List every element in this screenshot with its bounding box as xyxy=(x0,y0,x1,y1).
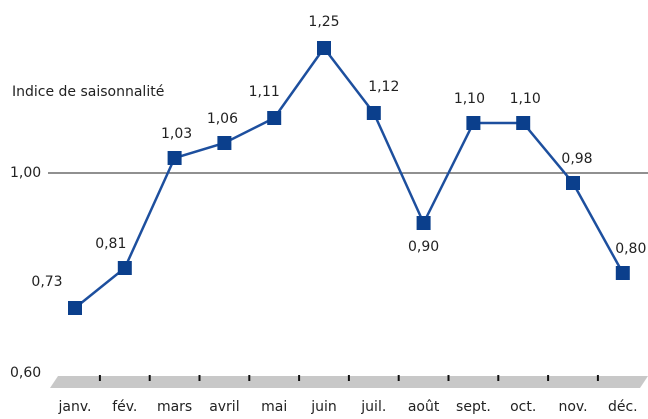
marker xyxy=(416,216,431,230)
marker xyxy=(68,301,82,315)
marker xyxy=(615,266,630,280)
line xyxy=(74,45,624,309)
marker xyxy=(366,106,381,120)
marker xyxy=(566,176,580,190)
data-label: 0,81 xyxy=(95,236,126,252)
data-label: 1,10 xyxy=(454,91,485,107)
data-label: 1,12 xyxy=(368,79,399,95)
x-tick-label: déc. xyxy=(608,399,638,415)
marker xyxy=(117,261,132,275)
data-label: 1,03 xyxy=(161,126,192,142)
data-label: 1,25 xyxy=(308,14,339,30)
marker xyxy=(516,116,531,130)
marker xyxy=(466,116,481,130)
x-tick-label: oct. xyxy=(510,399,536,415)
data-label: 1,06 xyxy=(207,111,238,127)
marker xyxy=(167,151,182,165)
x-tick-label: mai xyxy=(261,399,287,415)
x-tick-label: janv. xyxy=(58,399,92,415)
data-label: 0,98 xyxy=(561,151,592,167)
marker xyxy=(267,111,282,125)
x-tick-label: août xyxy=(408,399,440,415)
x-tick-label: mars xyxy=(157,399,192,415)
data-label: 1,11 xyxy=(249,84,280,100)
x-tick-label: juil. xyxy=(360,399,386,415)
x-tick-label: juin xyxy=(310,399,337,415)
x-tick-label: sept. xyxy=(456,399,491,415)
marker xyxy=(317,41,331,55)
x-tick-label: nov. xyxy=(558,399,587,415)
data-label: 0,73 xyxy=(31,274,62,290)
x-tick-label: fév. xyxy=(112,399,137,415)
y-tick-label: 0,60 xyxy=(10,365,41,381)
marker xyxy=(217,136,232,150)
y-tick-label: 1,00 xyxy=(10,165,41,181)
data-label: 0,80 xyxy=(615,241,646,257)
y-axis-label: Indice de saisonnalité xyxy=(12,84,164,100)
data-label: 0,90 xyxy=(408,239,439,255)
data-label: 1,10 xyxy=(510,91,541,107)
x-tick-label: avril xyxy=(209,399,239,415)
